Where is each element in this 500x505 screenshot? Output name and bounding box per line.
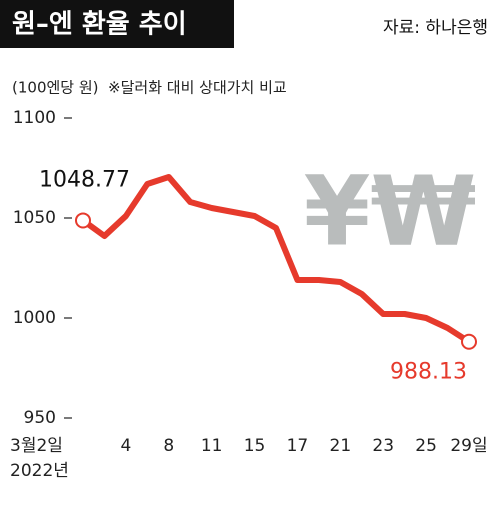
source: 자료: 하나은행 [383, 18, 488, 38]
line [80, 174, 472, 345]
x-tick-label: 25 [415, 436, 437, 456]
chart-title: 원–엔 환율 추이 [12, 10, 187, 40]
y-tick-label: 1000 [13, 308, 56, 328]
y-tick-label: 1100 [13, 108, 56, 128]
title-banner [0, 0, 234, 48]
x-tick-label: 23 [372, 436, 394, 456]
x-tick-label: 17 [287, 436, 309, 456]
y-tick-label: 1050 [13, 208, 56, 228]
subtitle: (100엔당 원) ※달러화 대비 상대가치 비교 [12, 79, 287, 97]
x-tick-label: 29일 [450, 436, 487, 456]
value-label: 1048.77 [39, 167, 130, 192]
x-tick-label: 8 [163, 436, 174, 456]
x-tick-label: 11 [201, 436, 223, 456]
x-tick-label: 4 [120, 436, 131, 456]
x-tick-label: 3월2일 [10, 436, 63, 456]
value-label: 988.13 [390, 360, 467, 385]
endpoint-marker [461, 333, 477, 350]
x-tick-label: 21 [330, 436, 352, 456]
watermark: ¥₩ [304, 155, 477, 267]
endpoint-marker [75, 212, 91, 229]
y-tick-label: 950 [24, 408, 56, 428]
year-label: 2022년 [10, 461, 69, 481]
x-tick-label: 15 [244, 436, 266, 456]
